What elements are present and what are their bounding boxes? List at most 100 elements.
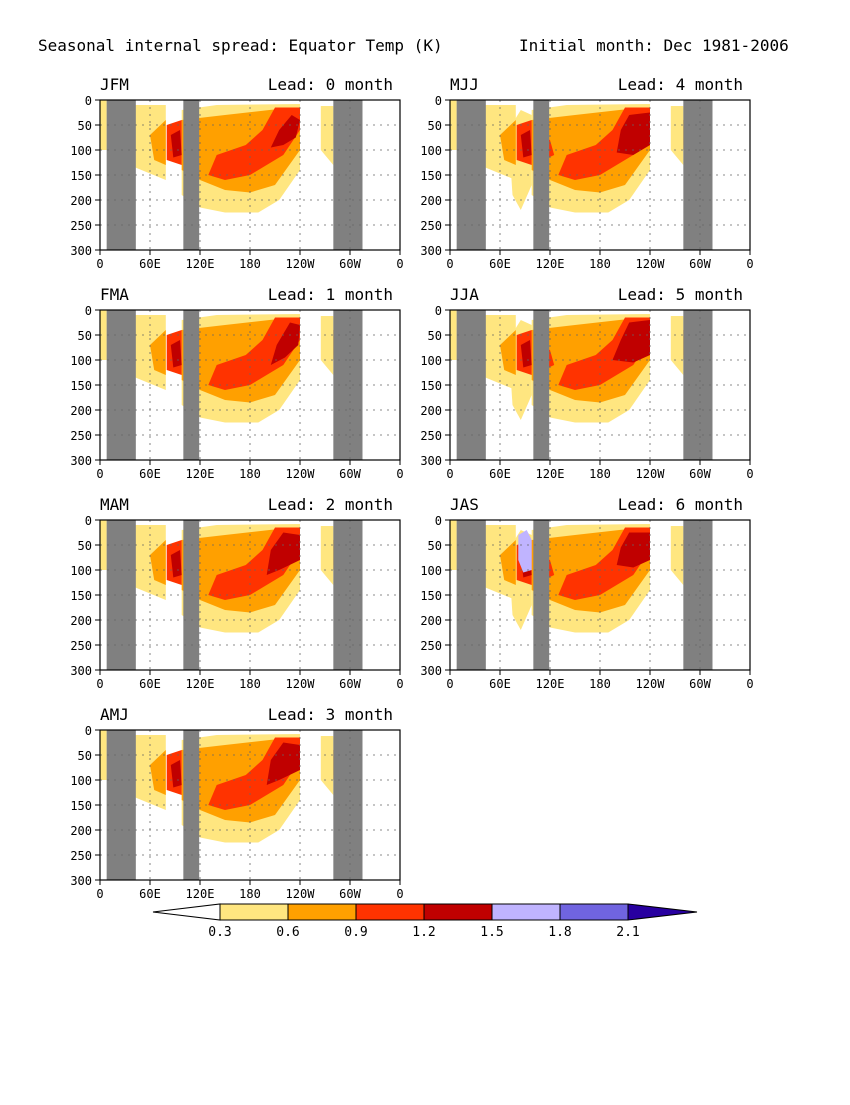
initial-month-label: Initial month: Dec 1981-2006 xyxy=(519,36,789,55)
x-tick-label: 60W xyxy=(339,257,361,271)
x-tick-label: 120E xyxy=(536,257,565,271)
contour-level-0.3 xyxy=(100,730,107,780)
y-tick-label: 50 xyxy=(78,329,92,343)
x-tick-label: 120W xyxy=(636,257,666,271)
panel-lead-label: Lead: 3 month xyxy=(268,705,393,724)
colorbar-label: 0.3 xyxy=(208,925,231,940)
x-tick-label: 60E xyxy=(139,887,161,901)
colorbar-label: 1.5 xyxy=(480,925,503,940)
panel-season-label: FMA xyxy=(100,285,129,304)
contour-level-0.3 xyxy=(320,736,334,795)
x-tick-label: 0 xyxy=(396,887,403,901)
panel-season-label: MJJ xyxy=(450,75,479,94)
land-mask xyxy=(333,520,363,670)
y-tick-label: 200 xyxy=(70,824,92,838)
contour-level-1.2 xyxy=(170,760,182,788)
contour-level-1.2 xyxy=(612,320,650,363)
x-tick-label: 0 xyxy=(96,887,103,901)
contour-level-1.2 xyxy=(616,532,650,568)
y-tick-label: 200 xyxy=(70,194,92,208)
contour-level-1.5 xyxy=(518,530,532,573)
x-tick-label: 0 xyxy=(446,257,453,271)
colorbar-box xyxy=(287,903,357,921)
x-tick-label: 0 xyxy=(446,677,453,691)
x-tick-label: 60E xyxy=(489,677,511,691)
panel-season-label: AMJ xyxy=(100,705,129,724)
y-tick-label: 0 xyxy=(435,514,442,528)
contour-field xyxy=(450,310,713,460)
x-tick-label: 0 xyxy=(396,677,403,691)
y-tick-label: 50 xyxy=(78,539,92,553)
x-tick-label: 60E xyxy=(489,257,511,271)
panel-lead-label: Lead: 2 month xyxy=(268,495,393,514)
x-tick-label: 120W xyxy=(286,887,316,901)
x-tick-label: 120W xyxy=(286,467,316,481)
contour-field xyxy=(100,100,363,250)
y-tick-label: 200 xyxy=(420,404,442,418)
x-tick-label: 180 xyxy=(239,677,261,691)
contour-level-0.6 xyxy=(500,330,516,375)
colorbar: 0.3 0.6 0.9 1.2 1.5 1.8 2.1 xyxy=(152,903,698,940)
x-tick-label: 0 xyxy=(96,257,103,271)
y-tick-label: 100 xyxy=(70,564,92,578)
contour-field xyxy=(100,730,363,880)
contour-level-1.2 xyxy=(170,550,182,578)
x-tick-label: 60W xyxy=(339,467,361,481)
x-tick-label: 180 xyxy=(589,257,611,271)
contour-level-1.2 xyxy=(520,130,532,158)
land-mask xyxy=(683,100,713,250)
panel-lead-label: Lead: 4 month xyxy=(618,75,743,94)
contour-level-0.3 xyxy=(670,316,684,375)
panel-season-label: JAS xyxy=(450,495,479,514)
contour-level-0.3 xyxy=(450,100,457,150)
panel-jja: JJA Lead: 5 month 0 60E 120E 180 120W 60W 0 0 50 10… xyxy=(420,285,753,481)
panel-mjj: MJJ Lead: 4 month 0 60E 120E 180 120W 60W 0 0 50 10… xyxy=(420,75,753,271)
x-tick-label: 60E xyxy=(139,467,161,481)
contour-level-0.9 xyxy=(208,317,300,390)
colorbar-label: 2.1 xyxy=(616,925,639,940)
y-tick-label: 300 xyxy=(70,664,92,678)
y-tick-label: 150 xyxy=(70,379,92,393)
x-tick-label: 0 xyxy=(96,467,103,481)
y-tick-label: 250 xyxy=(70,219,92,233)
x-tick-label: 120W xyxy=(636,467,666,481)
y-tick-label: 150 xyxy=(420,379,442,393)
colorbar-box xyxy=(491,903,561,921)
contour-field xyxy=(100,520,363,670)
contour-level-0.3 xyxy=(100,310,107,360)
x-tick-label: 120E xyxy=(186,257,215,271)
y-tick-label: 100 xyxy=(420,564,442,578)
y-tick-label: 200 xyxy=(420,194,442,208)
land-mask xyxy=(683,310,713,460)
land-mask xyxy=(333,310,363,460)
x-tick-label: 120W xyxy=(636,677,666,691)
x-tick-label: 0 xyxy=(396,257,403,271)
y-tick-label: 0 xyxy=(435,94,442,108)
x-tick-label: 60W xyxy=(339,677,361,691)
y-tick-label: 100 xyxy=(420,144,442,158)
y-tick-label: 0 xyxy=(435,304,442,318)
x-tick-label: 120E xyxy=(536,677,565,691)
x-tick-label: 180 xyxy=(239,257,261,271)
x-tick-label: 180 xyxy=(239,467,261,481)
panel-season-label: JJA xyxy=(450,285,479,304)
colorbar-lower-triangle xyxy=(152,903,221,921)
y-tick-label: 250 xyxy=(420,639,442,653)
colorbar-box xyxy=(355,903,425,921)
y-tick-label: 250 xyxy=(420,429,442,443)
contour-level-0.3 xyxy=(320,316,334,375)
contour-level-0.3 xyxy=(320,526,334,585)
land-mask xyxy=(333,100,363,250)
land-mask xyxy=(683,520,713,670)
y-tick-label: 100 xyxy=(70,354,92,368)
colorbar-label: 0.9 xyxy=(344,925,367,940)
contour-level-0.3 xyxy=(129,105,166,180)
x-tick-label: 0 xyxy=(396,467,403,481)
y-tick-label: 0 xyxy=(85,724,92,738)
contour-level-1.2 xyxy=(270,115,300,148)
x-tick-label: 0 xyxy=(746,257,753,271)
contour-field xyxy=(450,100,713,250)
contour-level-1.2 xyxy=(266,742,300,785)
y-tick-label: 50 xyxy=(78,749,92,763)
contour-level-0.3 xyxy=(129,525,166,600)
